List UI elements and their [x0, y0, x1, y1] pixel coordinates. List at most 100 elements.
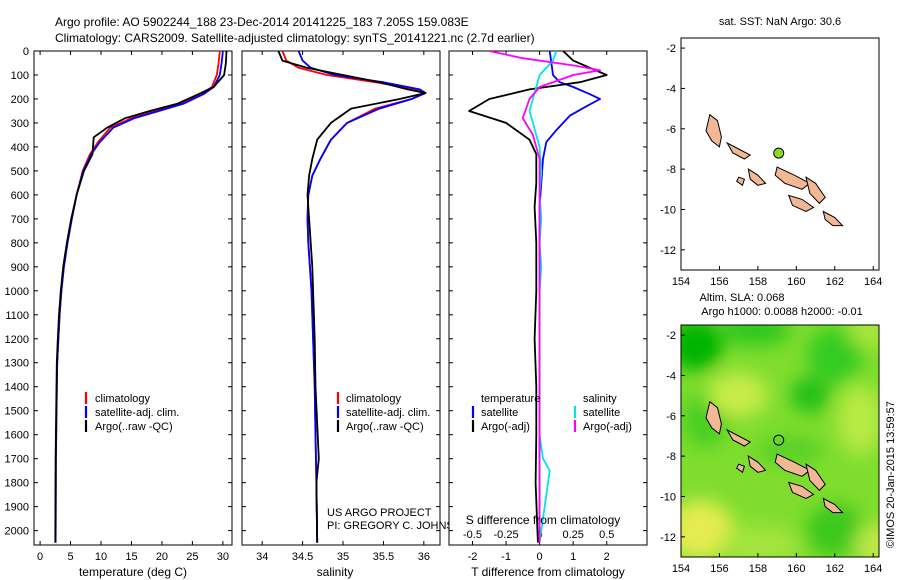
- x-tick-label: 35: [337, 551, 349, 563]
- lat-tick-label: -10: [660, 491, 676, 503]
- sla-map-title-line1: Altim. SLA: 0.068: [700, 292, 785, 304]
- island-shape: [725, 141, 752, 160]
- legend-label-t-satellite: satellite: [481, 407, 518, 419]
- depth-tick-label: 0: [23, 46, 29, 58]
- lon-tick-label: 160: [787, 563, 805, 575]
- sla-map-frame: [680, 324, 880, 558]
- lat-tick-label: -6: [666, 124, 676, 136]
- lat-tick-label: -12: [660, 532, 676, 544]
- difference-xlabel-t: T difference from climatology: [471, 565, 625, 579]
- depth-tick-label: 500: [11, 166, 29, 178]
- sst-map-panel: sat. SST: NaN Argo: 30.6 154 156 158 160 162…: [660, 16, 882, 288]
- x-tick-label: 1: [570, 551, 576, 563]
- sst-map-axes: 154 156 158 160 162 164 -2 -4 -6 -8 -10 -12: [660, 43, 882, 288]
- temperature-lines: [54, 51, 228, 543]
- series-line-argo: [54, 51, 228, 543]
- x-tick-label: 25: [186, 551, 198, 563]
- sst-map-land: [705, 113, 844, 227]
- depth-tick-label: 800: [11, 238, 29, 250]
- series-line-argo: [277, 51, 427, 543]
- x-tick-label: 5: [67, 551, 73, 563]
- s-tick-label: 0.25: [562, 529, 583, 541]
- salinity-panel: 34 34.5 35 35.5 36 salinity climatology sate…: [241, 50, 470, 579]
- lat-tick-label: -8: [666, 451, 676, 463]
- x-tick-label: 35.5: [373, 551, 394, 563]
- salinity-lines: [277, 51, 427, 543]
- x-tick-label: 34.5: [292, 551, 313, 563]
- legend-label-argo: Argo(..raw -QC): [346, 421, 424, 433]
- x-tick-label: 2: [604, 551, 610, 563]
- island-shape: [705, 113, 722, 148]
- depth-tick-label: 1800: [5, 478, 29, 490]
- depth-tick-label: 200: [11, 94, 29, 106]
- lon-tick-label: 160: [787, 276, 805, 288]
- salinity-axes-frame: [241, 50, 441, 546]
- x-tick-label: 0: [537, 551, 543, 563]
- x-tick-label: 36: [418, 551, 430, 563]
- series-line-temperature-argo: [468, 51, 608, 543]
- legend-heading-temperature: temperature: [481, 393, 540, 405]
- depth-tick-label: 1500: [5, 406, 29, 418]
- depth-tick-label: 1400: [5, 382, 29, 394]
- figure-title-line2: Climatology: CARS2009. Satellite-adjuste…: [55, 31, 535, 45]
- difference-lines: [468, 51, 608, 543]
- depth-tick-label: 1600: [5, 430, 29, 442]
- x-tick-label: 10: [95, 551, 107, 563]
- island-shape: [736, 463, 746, 474]
- s-tick-label: -0.5: [463, 529, 482, 541]
- lon-tick-label: 164: [864, 276, 882, 288]
- x-tick-label: 20: [156, 551, 168, 563]
- island-shape: [747, 455, 767, 473]
- sla-map-land: [705, 400, 844, 514]
- legend-label-satellite: satellite-adj. clim.: [346, 407, 430, 419]
- island-shape: [822, 210, 844, 227]
- island-shape: [736, 176, 746, 187]
- x-tick-label: 15: [125, 551, 137, 563]
- island-shape: [805, 463, 826, 492]
- temperature-x-axis: 0 5 10 15 20 25 30: [37, 51, 229, 563]
- island-shape: [774, 166, 811, 190]
- figure-title-line1: Argo profile: AO 5902244_188 23-Dec-2014…: [55, 15, 469, 29]
- lat-tick-label: -6: [666, 411, 676, 423]
- lon-tick-label: 154: [672, 276, 690, 288]
- x-tick-label: 34: [256, 551, 268, 563]
- difference-xlabel-s: S difference from climatology: [466, 513, 621, 527]
- island-shape: [787, 194, 815, 213]
- x-tick-label: 0: [37, 551, 43, 563]
- argo-float-marker: [773, 147, 785, 159]
- x-tick-label: -2: [468, 551, 478, 563]
- legend-label-s-argo: Argo(-adj): [583, 421, 632, 433]
- lat-tick-label: -2: [666, 330, 676, 342]
- lat-tick-label: -4: [666, 83, 676, 95]
- sla-map-panel: Altim. SLA: 0.068 Argo h1000: 0.0088 h20…: [660, 292, 882, 575]
- legend-label-climatology: climatology: [346, 393, 402, 405]
- lon-tick-label: 162: [826, 563, 844, 575]
- depth-tick-label: 1700: [5, 454, 29, 466]
- depth-tick-label: 1200: [5, 334, 29, 346]
- difference-legend: temperature salinity satellite Argo(-adj…: [471, 393, 632, 433]
- s-tick-label: -0.25: [494, 529, 519, 541]
- island-shape: [705, 400, 722, 435]
- temperature-depth-axis: 0 100 200 300 400 500 600 700 800 900 1000 1100 1200…: [5, 46, 232, 538]
- depth-tick-label: 1300: [5, 358, 29, 370]
- island-shape: [822, 497, 844, 514]
- lat-tick-label: -10: [660, 204, 676, 216]
- depth-tick-label: 1900: [5, 502, 29, 514]
- depth-tick-label: 2000: [5, 526, 29, 538]
- temperature-axes-frame: [33, 50, 233, 546]
- difference-axes-frame: [448, 50, 648, 546]
- temperature-legend: climatology satellite-adj. clim. Argo(..…: [84, 392, 179, 433]
- sla-map-axes: 154 156 158 160 162 164 -2 -4 -6 -8 -10 -12: [660, 330, 882, 575]
- island-shape: [787, 481, 815, 500]
- lon-tick-label: 162: [826, 276, 844, 288]
- lat-tick-label: -8: [666, 164, 676, 176]
- depth-tick-label: 400: [11, 142, 29, 154]
- legend-label-climatology: climatology: [95, 393, 151, 405]
- depth-tick-label: 600: [11, 190, 29, 202]
- lon-tick-label: 158: [749, 276, 767, 288]
- salinity-legend: climatology satellite-adj. clim. Argo(..…: [336, 392, 430, 433]
- depth-tick-label: 700: [11, 214, 29, 226]
- series-line-salinity-argo: [489, 51, 601, 543]
- pi-credit: PI: GREGORY C. JOHNSON: [327, 520, 470, 532]
